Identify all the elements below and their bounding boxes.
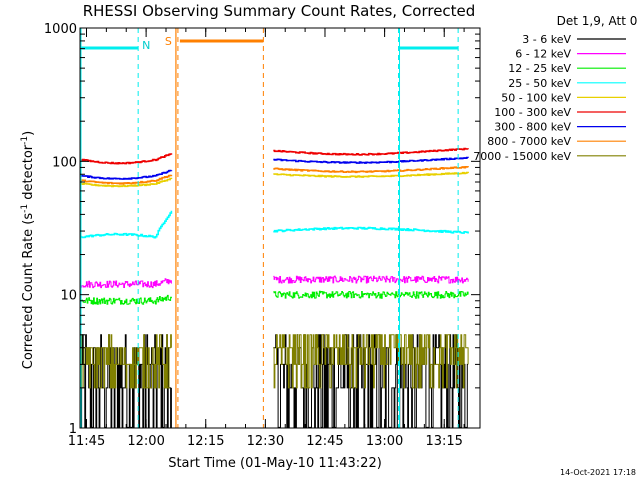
x-tick-label: 12:30 [247, 434, 284, 449]
legend-label-50-100keV: 50 - 100 keV [501, 91, 571, 104]
series-line-7000-15000keV [80, 334, 172, 389]
series-line-100-300keV [80, 153, 173, 165]
y-tick-label: 1000 [44, 22, 77, 37]
plot-frame [79, 27, 481, 429]
series-line-6-12keV [80, 278, 172, 289]
legend-label-6-12keV: 6 - 12 keV [515, 48, 571, 61]
series-line-12-25keV [273, 290, 469, 299]
footer-date: 14-Oct-2021 17:18 [560, 468, 636, 477]
series-line-3-6keV [273, 334, 469, 428]
y-axis-label-sup2: -1 [20, 136, 30, 145]
y-tick-label: 10 [60, 289, 77, 304]
legend-label-800-7000keV: 800 - 7000 keV [487, 135, 571, 148]
x-tick-label: 12:00 [127, 434, 164, 449]
series-line-6-12keV [273, 275, 469, 284]
y-axis-label-part2: detector [21, 144, 36, 204]
series-line-300-800keV [273, 156, 469, 164]
x-tick-label: 13:15 [425, 434, 462, 449]
x-tick-label: 12:15 [187, 434, 224, 449]
series-line-25-50keV [80, 210, 173, 239]
series-line-50-100keV [273, 171, 469, 178]
y-axis-label: Corrected Count Rate (s-1 detector-1) [20, 131, 36, 369]
legend-label-12-25keV: 12 - 25 keV [508, 62, 571, 75]
legend-label-25-50keV: 25 - 50 keV [508, 77, 571, 90]
y-axis-label-part3: ) [21, 131, 36, 136]
x-tick-label: 13:00 [366, 434, 403, 449]
x-tick-label: 11:45 [68, 434, 105, 449]
x-axis-label: Start Time (01-May-10 11:43:22) [168, 456, 382, 471]
series-line-300-800keV [80, 169, 173, 180]
y-tick-label: 100 [52, 155, 77, 170]
series-line-800-7000keV [80, 174, 173, 185]
legend-label-3-6keV: 3 - 6 keV [522, 33, 571, 46]
chart-title: RHESSI Observing Summary Count Rates, Co… [83, 2, 476, 20]
series-line-25-50keV [273, 226, 469, 234]
legend-label-100-300keV: 100 - 300 keV [494, 106, 571, 119]
legend-label-7000-15000keV: 7000 - 15000 keV [473, 150, 571, 163]
series-line-800-7000keV [273, 166, 469, 174]
series-line-12-25keV [80, 294, 172, 305]
y-axis-label-sup1: -1 [20, 204, 30, 213]
saa-label: S [165, 35, 172, 48]
series-line-50-100keV [80, 177, 173, 188]
series-line-7000-15000keV [273, 334, 469, 389]
series-line-100-300keV [273, 147, 469, 156]
x-tick-label: 12:45 [306, 434, 343, 449]
legend-label-300-800keV: 300 - 800 keV [494, 121, 571, 134]
legend-header: Det 1,9, Att 0 [557, 14, 638, 28]
night-label: N [142, 39, 150, 52]
y-tick-label: 1 [69, 422, 77, 437]
y-axis-label-part1: Corrected Count Rate (s [21, 213, 36, 370]
